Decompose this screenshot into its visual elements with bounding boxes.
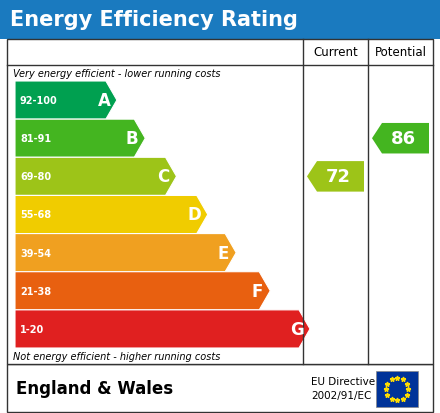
Bar [7,40,433,364]
Text: England & Wales: England & Wales [16,379,173,397]
Polygon shape [15,234,236,272]
Text: Current: Current [313,46,358,59]
Text: Energy Efficiency Rating: Energy Efficiency Rating [10,10,298,30]
Polygon shape [15,120,145,158]
Text: 86: 86 [391,130,416,148]
Text: F: F [252,282,263,300]
Polygon shape [15,158,176,196]
Text: C: C [158,168,170,186]
Text: E: E [217,244,229,262]
Polygon shape [15,82,117,120]
Polygon shape [15,310,310,348]
Text: Potential: Potential [374,46,426,59]
Text: G: G [290,320,304,338]
Text: 81-91: 81-91 [20,134,51,144]
Text: Very energy efficient - lower running costs: Very energy efficient - lower running co… [13,69,220,79]
Text: 21-38: 21-38 [20,286,51,296]
Text: 69-80: 69-80 [20,172,51,182]
Text: Not energy efficient - higher running costs: Not energy efficient - higher running co… [13,351,220,361]
Polygon shape [372,123,429,154]
Bar [7,364,433,412]
Text: 39-54: 39-54 [20,248,51,258]
Polygon shape [15,196,208,234]
Polygon shape [15,272,270,310]
Polygon shape [307,162,364,192]
Bar [376,371,418,407]
Text: A: A [97,92,110,110]
Text: 72: 72 [326,168,351,186]
Text: 92-100: 92-100 [20,96,58,106]
Text: EU Directive
2002/91/EC: EU Directive 2002/91/EC [311,376,375,400]
Text: B: B [126,130,139,148]
Text: D: D [188,206,202,224]
Text: 55-68: 55-68 [20,210,51,220]
Text: 1-20: 1-20 [20,324,44,334]
Bar [0,0,440,40]
